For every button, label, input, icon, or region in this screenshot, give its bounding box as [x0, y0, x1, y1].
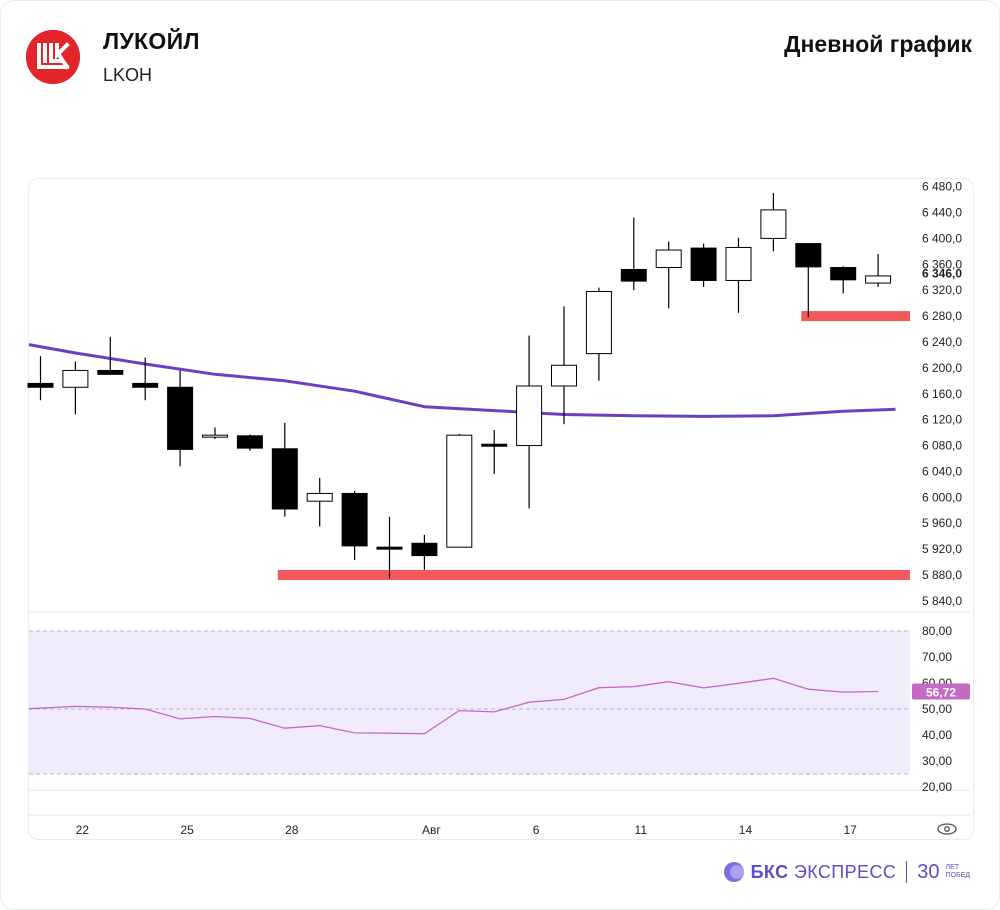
candle-body	[411, 542, 438, 557]
candle-body	[202, 434, 228, 438]
period-label: Дневной график	[784, 31, 972, 57]
price-tick-label: 6 160,0	[922, 387, 962, 401]
price-tick-label: 5 840,0	[922, 594, 962, 608]
candle-body	[97, 369, 124, 375]
price-tick-label: 6 320,0	[922, 283, 962, 297]
candle-body	[516, 385, 543, 447]
time-tick-label: 17	[844, 823, 858, 837]
brand-express: ЭКСПРЕСС	[793, 861, 897, 882]
candle-body	[795, 243, 822, 268]
oscillator-value-label: 56,72	[926, 686, 956, 700]
company-name: ЛУКОЙЛ	[103, 28, 200, 54]
brand-small-2: ПОБЕД	[945, 872, 970, 879]
candle-body	[306, 492, 333, 502]
eye-pupil	[944, 826, 950, 832]
price-tick-label: 6 080,0	[922, 439, 962, 453]
candle-body	[446, 434, 473, 548]
time-tick-label: Авг	[422, 823, 441, 837]
oscillator-tick-label: 20,00	[922, 780, 952, 794]
eye-settings-icon[interactable]	[937, 823, 957, 835]
bks-logo-icon	[723, 862, 744, 882]
brand-30: 30	[917, 860, 940, 883]
candle-body	[760, 209, 787, 239]
oscillator-tick-label: 40,00	[922, 728, 952, 742]
time-tick-label: 14	[739, 823, 753, 837]
candle-body	[341, 492, 368, 547]
oscillator-tick-label: 30,00	[922, 754, 952, 768]
brand-bks: БКС	[750, 861, 789, 882]
level-line	[801, 311, 910, 322]
oscillator-tick-label: 50,00	[922, 702, 952, 716]
price-tick-label: 6 400,0	[922, 231, 962, 245]
price-tick-label: 6 200,0	[922, 361, 962, 375]
candle-body	[167, 386, 194, 450]
candle-body	[725, 246, 752, 281]
level-line	[277, 570, 910, 581]
time-tick-label: 6	[533, 823, 540, 837]
time-tick-label: 11	[635, 823, 648, 837]
price-tick-label: 5 880,0	[922, 568, 962, 582]
time-tick-label: 25	[180, 823, 194, 837]
oscillator-tick-label: 80,00	[922, 624, 952, 638]
price-tick-label: 6 240,0	[922, 335, 962, 349]
oscillator-band	[29, 631, 910, 774]
candle-body	[376, 546, 403, 550]
time-tick-label: 28	[285, 823, 299, 837]
oscillator-value-badge	[912, 683, 970, 700]
candle-body	[585, 290, 612, 355]
candle-body	[132, 382, 159, 388]
candle-body	[62, 369, 89, 388]
price-pane: 6 480,0 6 440,0 6 400,0 6 360,0 6 320,0 6 280…	[27, 180, 970, 613]
candle-body	[481, 443, 508, 447]
price-tick-label: 5 960,0	[922, 516, 962, 530]
time-tick-label: 22	[76, 823, 90, 837]
company-logo	[26, 30, 80, 84]
price-tick-label: 6 000,0	[922, 490, 962, 504]
candle-body	[655, 249, 682, 269]
ticker-symbol: LKOH	[103, 65, 153, 85]
time-axis: 22 25 28 Авг 6 11 14 17	[29, 814, 970, 837]
candle-body	[830, 267, 857, 281]
candle-body	[236, 435, 263, 449]
price-tick-label: 6 280,0	[922, 309, 962, 323]
eye-outline	[937, 823, 957, 835]
moving-average-line	[28, 343, 896, 418]
price-tick-label: 6 120,0	[922, 413, 962, 427]
candle-body	[690, 247, 717, 281]
candle-body	[620, 268, 647, 282]
candle-body	[27, 382, 54, 388]
price-tick-label: 6 040,0	[922, 464, 962, 478]
candle-body	[551, 364, 577, 387]
brand-small-1: ЛЕТ	[945, 864, 960, 871]
current-price-label: 6 346,0	[922, 266, 962, 280]
price-tick-label: 5 920,0	[922, 542, 962, 556]
brand-footer: БКС ЭКСПРЕСС 30 ЛЕТ ПОБЕД	[723, 858, 970, 886]
chart-frame	[28, 178, 974, 840]
price-tick-label: 6 480,0	[922, 180, 962, 194]
candle-body	[271, 448, 298, 510]
oscillator-tick-label: 70,00	[922, 650, 952, 664]
price-tick-label: 6 360,0	[922, 257, 962, 271]
price-tick-label: 6 440,0	[922, 205, 962, 219]
brand-divider	[906, 861, 908, 883]
candle-body	[865, 275, 892, 284]
oscillator-line	[28, 677, 879, 735]
